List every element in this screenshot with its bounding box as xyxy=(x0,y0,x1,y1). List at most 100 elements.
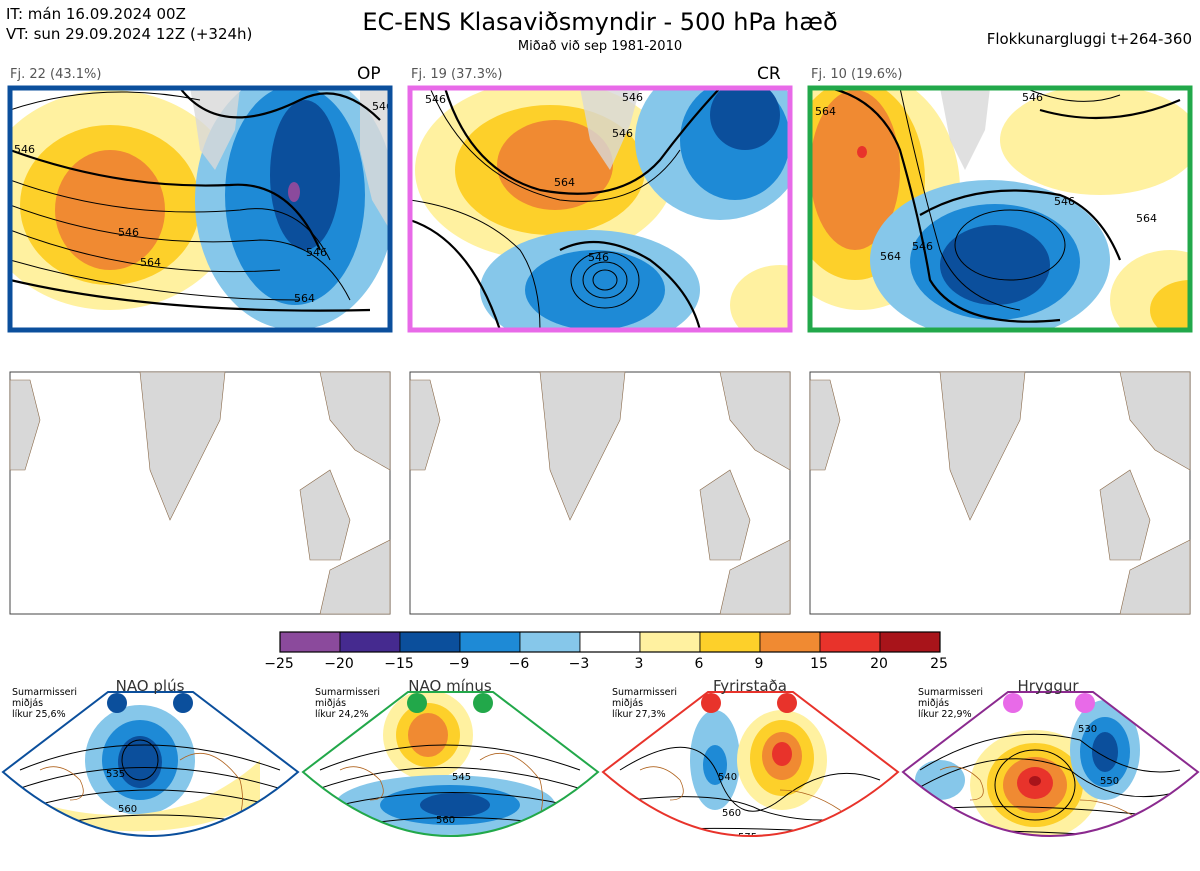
colorbar-tick: 6 xyxy=(694,656,704,672)
contour-label: 564 xyxy=(1136,212,1157,225)
colorbar-tick: 15 xyxy=(810,656,828,672)
regime-4-contour: 530 xyxy=(1078,724,1097,735)
anomaly-positive-strong xyxy=(810,90,900,250)
regime-3-info: Sumarmisseri miðjás líkur 27,3% xyxy=(612,687,677,720)
regime-2-dot-left xyxy=(407,693,427,713)
page-subtitle: Miðað við sep 1981-2010 xyxy=(517,39,683,54)
regime-info-line: Sumarmisseri xyxy=(315,687,381,698)
cluster-1-map: 546 546 564 546 564 546 xyxy=(10,88,393,330)
land-greenland xyxy=(580,88,640,170)
regime-1-title: NAO plús xyxy=(115,677,185,695)
contour-label: 546 xyxy=(912,240,933,253)
colorbar-tick: 20 xyxy=(870,656,888,672)
contour-label: 564 xyxy=(815,105,836,118)
anomaly-positive-strong xyxy=(55,150,165,270)
regime-4-dot-right xyxy=(1075,693,1095,713)
regime-4-info: Sumarmisseri miðjás líkur 22,9% xyxy=(918,687,983,720)
cluster-1-border xyxy=(7,85,393,333)
regime-3-contour: 540 xyxy=(718,772,737,783)
page-title: EC-ENS Klasaviðsmyndir - 500 hPa hæð xyxy=(362,8,838,36)
initial-time: IT: mán 16.09.2024 00Z xyxy=(6,5,186,23)
regime-1-contour: 560 xyxy=(118,804,137,815)
cluster-2-label: Fj. 19 (37.3%) xyxy=(411,67,503,82)
regime-info-line: miðjás xyxy=(12,698,44,709)
colorbar-segment xyxy=(759,631,821,653)
regime-1-dot-left xyxy=(107,693,127,713)
colorbar-ticks: −25 −20 −15 −9 −6 −3 3 6 9 15 20 25 xyxy=(259,656,961,676)
basemap-2 xyxy=(409,371,791,615)
regime-2-title: NAO mínus xyxy=(408,677,492,695)
colorbar-tick: −6 xyxy=(508,656,530,672)
regime-1-info: Sumarmisseri miðjás líkur 25,6% xyxy=(12,687,77,720)
anomaly-negative-extreme xyxy=(288,182,300,202)
colorbar-tick: −3 xyxy=(568,656,590,672)
anomaly-negative-strong xyxy=(940,225,1050,305)
colorbar-tick: −25 xyxy=(264,656,294,672)
colorbar-segment xyxy=(519,631,581,653)
colorbar-segment xyxy=(279,631,341,653)
cluster-2-tag: CR xyxy=(757,64,781,84)
regime-info-line: miðjás xyxy=(918,698,950,709)
regime-3-dot-right xyxy=(777,693,797,713)
basemap-1 xyxy=(9,371,391,615)
regime-3-contour: 560 xyxy=(722,808,741,819)
contour-label: 546 xyxy=(1022,91,1043,104)
colorbar-segment xyxy=(339,631,401,653)
colorbar-segment xyxy=(639,631,701,653)
colorbar-tick: 3 xyxy=(634,656,644,672)
contour-label: 546 xyxy=(622,91,643,104)
contour-label: 564 xyxy=(294,292,315,305)
cluster-2-border xyxy=(407,85,793,333)
anomaly-positive-light xyxy=(1000,88,1190,195)
regime-info-line: líkur 24,2% xyxy=(315,709,369,720)
anomaly-negative-mid xyxy=(525,250,665,330)
regime-2-contour: 575 xyxy=(446,849,465,860)
contour-label: 546 xyxy=(118,226,139,239)
cluster-1-label: Fj. 22 (43.1%) xyxy=(10,67,102,82)
colorbar-outline xyxy=(279,631,941,653)
regime-4-dot-left xyxy=(1003,693,1023,713)
contour-label: 564 xyxy=(140,256,161,269)
regime-2-contour: 560 xyxy=(436,815,455,826)
regime-2-info: Sumarmisseri miðjás líkur 24,2% xyxy=(315,687,380,720)
regime-3-contour: 575 xyxy=(738,832,757,843)
contour-label: 564 xyxy=(554,176,575,189)
cluster-3-label: Fj. 10 (19.6%) xyxy=(811,67,903,82)
header-times: IT: mán 16.09.2024 00Z VT: sun 29.09.202… xyxy=(6,4,252,44)
colorbar-tick: 9 xyxy=(754,656,764,672)
regime-info-line: miðjás xyxy=(612,698,644,709)
cluster-3-border xyxy=(807,85,1193,333)
regime-info-line: líkur 27,3% xyxy=(612,709,666,720)
classification-window: Flokkunargluggi t+264-360 xyxy=(986,30,1192,48)
regime-1-contour: 535 xyxy=(106,769,125,780)
contour-label: 546 xyxy=(372,100,393,113)
basemap-3 xyxy=(809,371,1191,615)
contour-label: 546 xyxy=(14,143,35,156)
contour-label: 546 xyxy=(1054,195,1075,208)
regime-info-line: Sumarmisseri xyxy=(612,687,678,698)
colorbar-segment xyxy=(879,631,941,653)
regime-2-contour: 545 xyxy=(452,772,471,783)
anomaly-positive-peak xyxy=(857,146,867,158)
cluster-1-tag: OP xyxy=(357,64,381,84)
land-scandinavia xyxy=(360,88,390,230)
colorbar xyxy=(279,631,941,653)
colorbar-segment xyxy=(579,631,641,653)
regime-4-contour: 575 xyxy=(1094,838,1113,849)
colorbar-tick: −9 xyxy=(448,656,470,672)
anomaly-negative-strong xyxy=(710,88,780,150)
contour-label: 546 xyxy=(306,246,327,259)
contour-label: 546 xyxy=(612,127,633,140)
regime-info-line: Sumarmisseri xyxy=(918,687,984,698)
regime-info-line: líkur 22,9% xyxy=(918,709,972,720)
regime-4-contour: 550 xyxy=(1100,776,1119,787)
regime-3-title: Fyrirstaða xyxy=(713,677,787,695)
anomaly-positive-strong xyxy=(497,120,613,210)
contour-label: 546 xyxy=(425,93,446,106)
colorbar-segment xyxy=(699,631,761,653)
land-greenland xyxy=(940,88,990,170)
anomaly-positive-light xyxy=(730,265,790,330)
cluster-3-map: 564 546 546 564 546 564 xyxy=(810,88,1190,330)
colorbar-segment xyxy=(459,631,521,653)
